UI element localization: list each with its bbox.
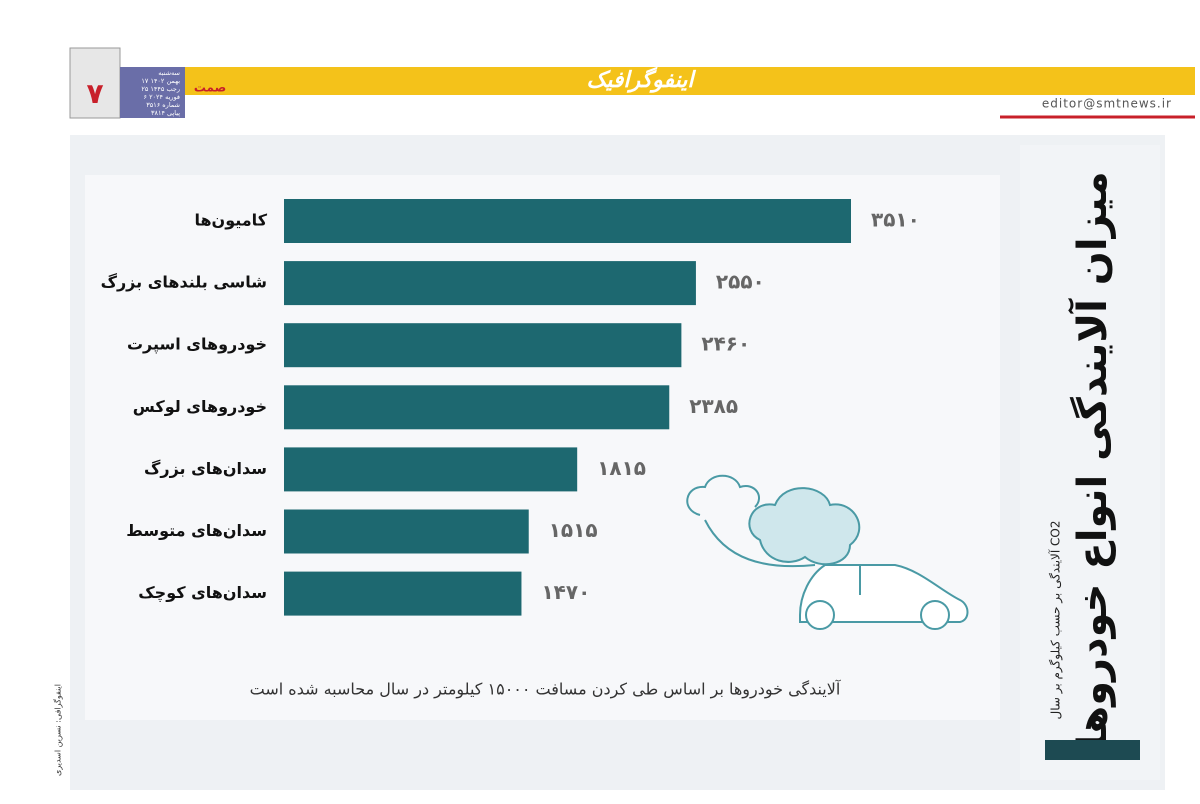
title-panel bbox=[1020, 145, 1160, 780]
bar bbox=[284, 571, 522, 616]
value-label: ۳۵۱۰ bbox=[871, 208, 920, 232]
illustration bbox=[686, 474, 969, 630]
chart-note: آلایندگی خودروها بر اساس طی کردن مسافت ۱… bbox=[250, 680, 842, 700]
bar bbox=[284, 509, 529, 554]
category-label: کامیون‌ها bbox=[194, 211, 267, 230]
bar bbox=[284, 447, 578, 492]
category-label: سدان‌های بزرگ bbox=[144, 459, 267, 478]
date-line: ۲۵ رجب ۱۴۴۵ bbox=[141, 85, 180, 93]
category-label: سدان‌های متوسط bbox=[126, 521, 267, 540]
date-line: ۱۷ بهمن ۱۴۰۲ bbox=[141, 77, 180, 85]
value-label: ۲۳۸۵ bbox=[689, 394, 738, 418]
date-line: سه‌شنبه bbox=[158, 69, 180, 77]
bar bbox=[284, 199, 851, 243]
email: editor@smtnews.ir bbox=[1042, 97, 1172, 111]
date-line: پیاپی ۳۸۱۴ bbox=[151, 109, 180, 117]
value-label: ۱۵۱۵ bbox=[549, 518, 598, 542]
bar bbox=[284, 385, 670, 430]
value-label: ۲۴۶۰ bbox=[701, 332, 750, 356]
header-band bbox=[185, 67, 1195, 95]
category-label: خودروهای لوکس bbox=[133, 397, 267, 416]
chart-subtitle: آلایندگی بر حسب کیلوگرم بر سال CO2 bbox=[1048, 520, 1064, 719]
title-accent bbox=[1045, 740, 1140, 760]
bar bbox=[284, 323, 682, 368]
category-label: خودروهای اسپرت bbox=[127, 335, 267, 355]
category-label: شاسی بلندهای بزرگ bbox=[101, 273, 267, 292]
date-box bbox=[120, 67, 185, 118]
logo: صمت bbox=[194, 81, 226, 95]
page-box bbox=[69, 47, 121, 119]
page-number: ۷ bbox=[86, 77, 103, 110]
credit: اینفوگرافی: نسرین اسدیری bbox=[53, 684, 63, 776]
date-line: شماره ۳۵۱۶ bbox=[146, 101, 180, 109]
value-label: ۲۵۵۰ bbox=[716, 270, 765, 294]
category-label: سدان‌های کوچک bbox=[138, 583, 267, 603]
bar bbox=[284, 261, 696, 306]
chart-title: میزان آلایندگی انواع خودروها bbox=[1067, 171, 1116, 748]
value-label: ۱۸۱۵ bbox=[597, 456, 646, 480]
value-label: ۱۴۷۰ bbox=[541, 580, 590, 604]
date-line: ۶ فوریه ۲۰۲۴ bbox=[144, 93, 181, 101]
section-title: اینفوگرافیک bbox=[587, 66, 697, 93]
